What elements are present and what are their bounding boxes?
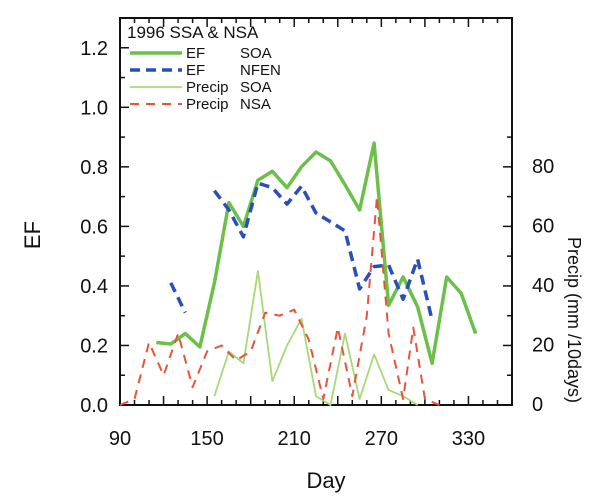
legend-site: NSA — [240, 96, 271, 113]
legend-site: SOA — [240, 79, 272, 96]
y-tick-label: 0.2 — [80, 335, 108, 357]
y2-tick-label: 0 — [532, 394, 543, 416]
series-line-precip-nsa — [119, 195, 440, 406]
x-tick-label: 270 — [365, 428, 398, 450]
legend-label: Precip — [186, 96, 229, 113]
y2-tick-label: 60 — [532, 215, 554, 237]
y-tick-label: 0.6 — [80, 216, 108, 238]
x-tick-label: 210 — [278, 428, 311, 450]
legend-site: SOA — [240, 45, 272, 62]
legend-site: NFEN — [240, 62, 281, 79]
x-tick-label: 330 — [452, 428, 485, 450]
y-tick-label: 0.0 — [80, 395, 108, 417]
legend-title: 1996 SSA & NSA — [127, 23, 259, 42]
series-layer — [119, 141, 478, 406]
y2-tick-label: 20 — [532, 334, 554, 356]
plot-frame — [119, 17, 513, 406]
y-tick-label: 0.8 — [80, 157, 108, 179]
legend-label: Precip — [186, 79, 229, 96]
y-axis-title: EF — [20, 221, 45, 249]
series-line-precip-soa — [213, 270, 419, 406]
y2-tick-label: 40 — [532, 275, 554, 297]
legend-label: EF — [186, 62, 205, 79]
x-tick-label: 150 — [190, 428, 223, 450]
legend: 1996 SSA & NSA EF SOA EF NFEN Precip SOA Precip… — [127, 23, 281, 113]
y-tick-label: 1.0 — [80, 97, 108, 119]
x-axis-title: Day — [306, 468, 345, 493]
y2-tick-label: 80 — [532, 156, 554, 178]
axes: 90 150 210 270 330 0.0 0.2 0.4 0.6 0.8 1.0 1.2 0 20 40… — [20, 17, 584, 493]
series-line-ef-nfen — [213, 181, 434, 321]
y-tick-label: 0.4 — [80, 276, 108, 298]
x-tick-label: 90 — [109, 428, 131, 450]
y-tick-label: 1.2 — [80, 38, 108, 60]
legend-label: EF — [186, 45, 205, 62]
y2-axis-title: Precip (mm /10days) — [564, 237, 584, 403]
series-line-ef-soa — [156, 141, 478, 366]
series-line-ef-nfen — [169, 282, 187, 314]
